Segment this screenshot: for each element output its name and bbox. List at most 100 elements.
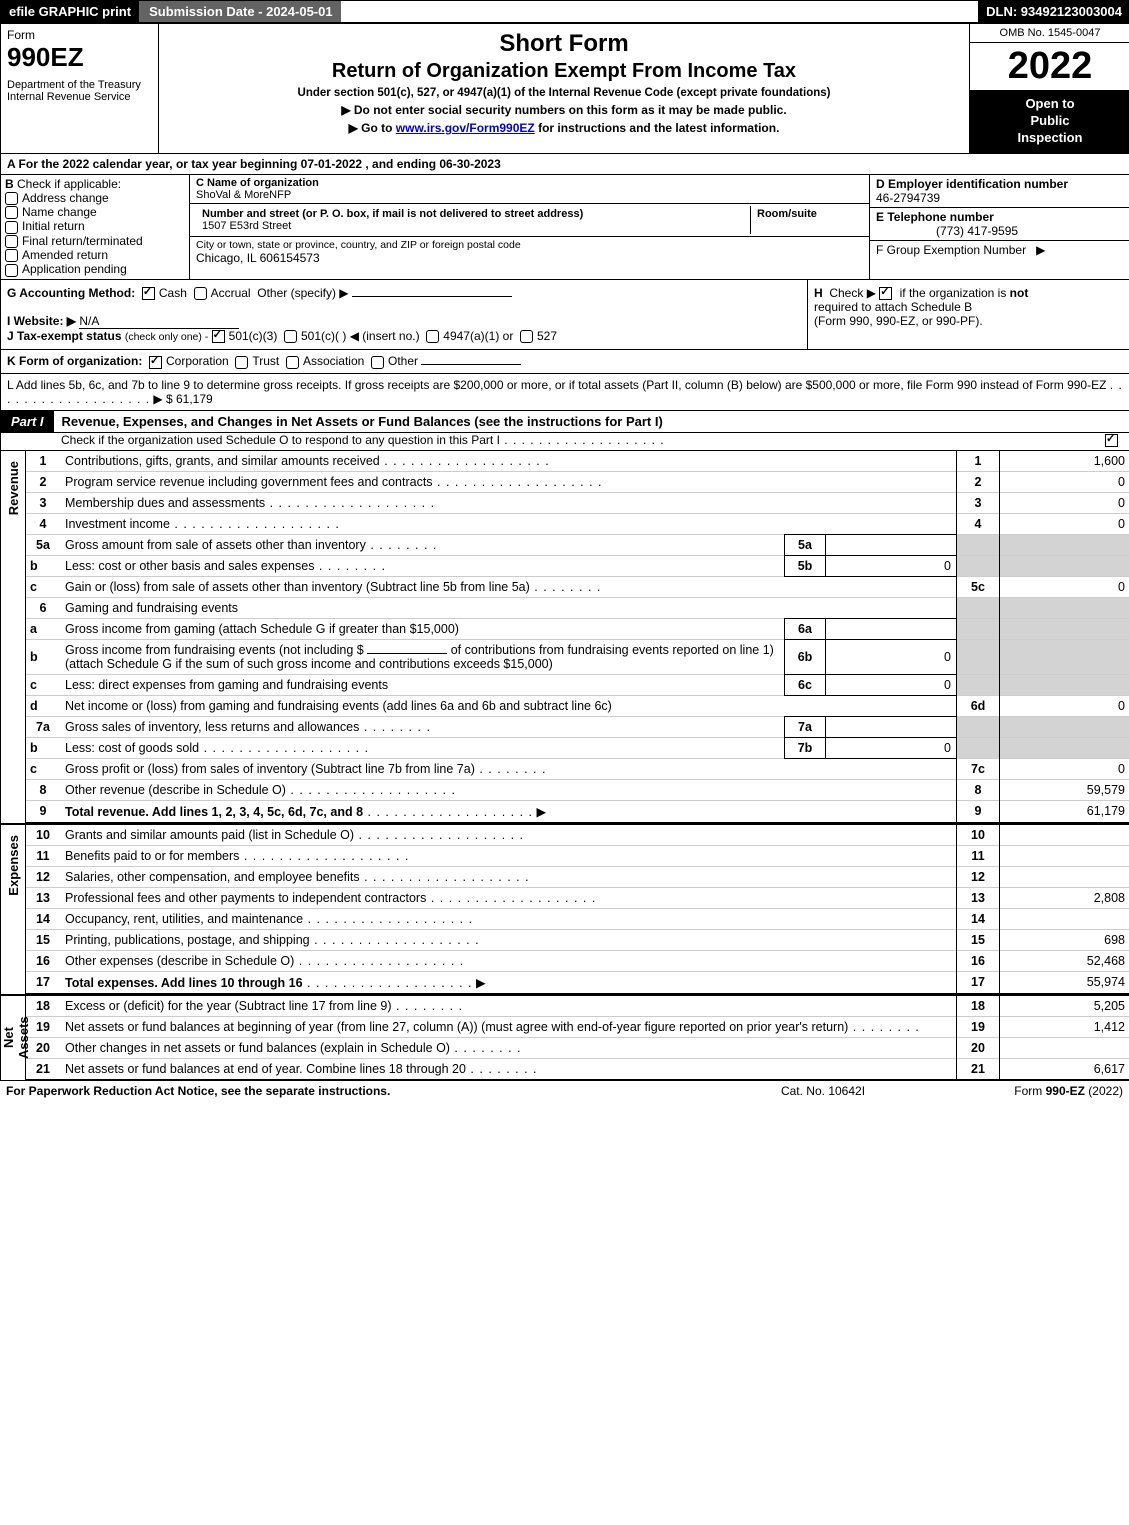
line-desc: Investment income	[65, 517, 170, 531]
shaded-cell	[1000, 618, 1129, 639]
org-name: ShoVal & MoreNFP	[196, 189, 863, 201]
shaded-cell	[1000, 737, 1129, 758]
dots-icon	[286, 783, 456, 797]
line-desc: Gross sales of inventory, less returns a…	[65, 720, 359, 734]
checkbox-final-return[interactable]	[5, 235, 18, 248]
line-3: 3 Membership dues and assessments 3 0	[26, 492, 1129, 513]
street-address: 1507 E53rd Street	[202, 220, 744, 232]
arrow-icon: ▶	[1036, 243, 1045, 257]
line-num: 2	[26, 471, 60, 492]
checkbox-other-org[interactable]	[371, 356, 384, 369]
checkbox-accrual[interactable]	[194, 287, 207, 300]
line-desc: Contributions, gifts, grants, and simila…	[65, 454, 380, 468]
catalog-number: Cat. No. 10642I	[723, 1084, 923, 1098]
line-18: 18 Excess or (deficit) for the year (Sub…	[26, 996, 1129, 1017]
shaded-cell	[957, 555, 1000, 576]
shaded-cell	[1000, 597, 1129, 618]
line-amount: 0	[1000, 492, 1129, 513]
initial-return-label: Initial return	[22, 219, 85, 233]
line-num: 4	[26, 513, 60, 534]
line-6: 6 Gaming and fundraising events	[26, 597, 1129, 618]
line-ref: 2	[957, 471, 1000, 492]
line-ref: 15	[957, 929, 1000, 950]
h-text4: (Form 990, 990-EZ, or 990-PF).	[814, 314, 983, 328]
checkbox-cash[interactable]	[142, 287, 155, 300]
line-6d: d Net income or (loss) from gaming and f…	[26, 695, 1129, 716]
line-ref: 16	[957, 950, 1000, 971]
efile-print-button[interactable]: efile GRAPHIC print	[1, 1, 139, 22]
line-amount: 61,179	[1000, 800, 1129, 822]
line-ref: 3	[957, 492, 1000, 513]
line-desc: Professional fees and other payments to …	[65, 891, 426, 905]
irs-link[interactable]: www.irs.gov/Form990EZ	[396, 121, 535, 135]
l-arrow: ▶ $	[153, 392, 172, 406]
checkbox-initial-return[interactable]	[5, 221, 18, 234]
line-6c: c Less: direct expenses from gaming and …	[26, 674, 1129, 695]
inner-ref: 7a	[785, 716, 826, 737]
line-12: 12 Salaries, other compensation, and emp…	[26, 866, 1129, 887]
top-bar: efile GRAPHIC print Submission Date - 20…	[1, 1, 1129, 24]
line-num: b	[26, 639, 60, 674]
line-desc: Other changes in net assets or fund bala…	[65, 1041, 450, 1055]
accounting-method-label: G Accounting Method:	[7, 286, 135, 300]
checkbox-pending[interactable]	[5, 264, 18, 277]
checkbox-address-change[interactable]	[5, 192, 18, 205]
checkbox-schedule-b[interactable]	[879, 287, 892, 300]
accrual-label: Accrual	[211, 286, 251, 300]
line-desc: Other revenue (describe in Schedule O)	[65, 783, 286, 797]
line-num: 8	[26, 779, 60, 800]
form-ref-post: (2022)	[1085, 1084, 1123, 1098]
line-amount	[1000, 908, 1129, 929]
line-amount: 698	[1000, 929, 1129, 950]
other-org-input[interactable]	[421, 364, 521, 365]
line-ref: 6d	[957, 695, 1000, 716]
net-assets-table: 18 Excess or (deficit) for the year (Sub…	[26, 996, 1129, 1080]
dots-icon	[475, 762, 547, 776]
pending-label: Application pending	[22, 262, 127, 276]
checkbox-corporation[interactable]	[149, 356, 162, 369]
line-15: 15 Printing, publications, postage, and …	[26, 929, 1129, 950]
part1-subtitle: Check if the organization used Schedule …	[1, 433, 1105, 450]
line-num: c	[26, 674, 60, 695]
line-19: 19 Net assets or fund balances at beginn…	[26, 1016, 1129, 1037]
checkbox-527[interactable]	[520, 330, 533, 343]
dots-icon	[294, 954, 464, 968]
contributions-input[interactable]	[367, 653, 447, 654]
checkbox-amended[interactable]	[5, 249, 18, 262]
line-amount: 0	[1000, 513, 1129, 534]
l-text: L Add lines 5b, 6c, and 7b to line 9 to …	[7, 378, 1106, 392]
inner-amount	[826, 618, 957, 639]
dots-icon	[363, 805, 533, 819]
row-gh: G Accounting Method: Cash Accrual Other …	[1, 280, 1129, 351]
line-amount: 55,974	[1000, 971, 1129, 993]
checkbox-501c3[interactable]	[212, 330, 225, 343]
line-desc: Net assets or fund balances at end of ye…	[65, 1062, 466, 1076]
dots-icon	[380, 454, 550, 468]
line-10: 10 Grants and similar amounts paid (list…	[26, 825, 1129, 846]
line-num: 9	[26, 800, 60, 822]
dept-treasury: Department of the Treasury	[7, 79, 152, 91]
section-k: K Form of organization: Corporation Trus…	[1, 350, 1129, 373]
line-7a: 7a Gross sales of inventory, less return…	[26, 716, 1129, 737]
checkbox-501c[interactable]	[284, 330, 297, 343]
net-assets-label: Net Assets	[1, 996, 26, 1080]
website-label: I Website: ▶	[7, 314, 76, 328]
line-amount: 1,412	[1000, 1016, 1129, 1037]
checkbox-4947[interactable]	[426, 330, 439, 343]
line-ref: 12	[957, 866, 1000, 887]
line-ref: 9	[957, 800, 1000, 822]
shaded-cell	[1000, 534, 1129, 555]
checkbox-trust[interactable]	[235, 356, 248, 369]
checkbox-name-change[interactable]	[5, 206, 18, 219]
checkbox-association[interactable]	[286, 356, 299, 369]
other-specify-input[interactable]	[352, 296, 512, 297]
dots-icon	[466, 1062, 538, 1076]
line-6b: b Gross income from fundraising events (…	[26, 639, 1129, 674]
line-ref: 4	[957, 513, 1000, 534]
net-assets-section: Net Assets 18 Excess or (deficit) for th…	[1, 994, 1129, 1080]
dots-icon	[500, 433, 665, 447]
city-label: City or town, state or province, country…	[196, 239, 863, 251]
checkbox-schedule-o[interactable]	[1105, 434, 1118, 447]
line-amount: 52,468	[1000, 950, 1129, 971]
line-ref: 21	[957, 1058, 1000, 1079]
